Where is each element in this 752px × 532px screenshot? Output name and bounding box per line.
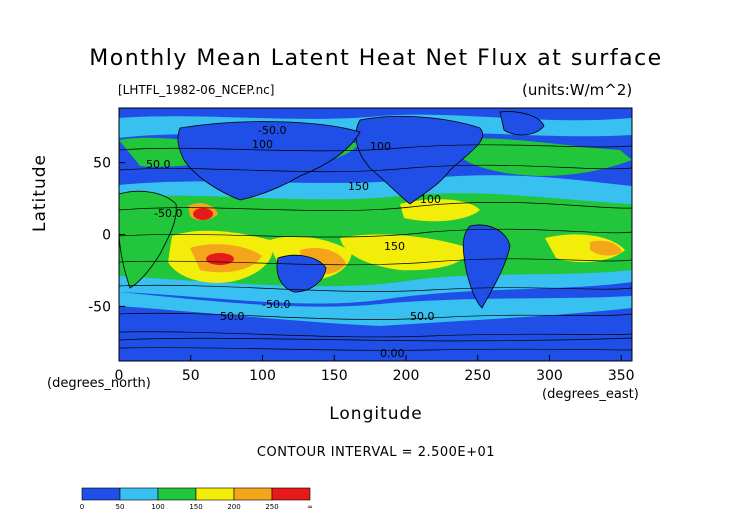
green-region-north-atlantic (450, 138, 632, 176)
contour-label: 100 (370, 140, 391, 153)
contour-label: 100 (420, 193, 441, 206)
red-spot-indian-ocean (206, 253, 234, 265)
contour-label: -50.0 (262, 298, 290, 311)
plot-area: -50.010050.0-50.0150100100150-50.00.0050… (119, 108, 632, 361)
contour-label: 100 (252, 138, 273, 151)
colorbar-tick-label: 50 (116, 503, 125, 511)
x-tick-label: 300 (536, 368, 563, 384)
x-axis-unit: (degrees_east) (542, 387, 639, 402)
contour-label: 150 (348, 180, 369, 193)
contour-label: 50.0 (146, 158, 171, 171)
y-tick-label: 50 (93, 156, 111, 172)
colorbar-tick-label: 250 (265, 503, 278, 511)
contour-label: -50.0 (258, 124, 286, 137)
y-axis-ticks: 50 0 -50 (88, 156, 125, 315)
contour-interval-label: CONTOUR INTERVAL = 2.500E+01 (256, 445, 496, 460)
contour-label: 50.0 (220, 310, 245, 323)
colorbar: 0 50 100 150 200 250 ∞ (80, 487, 313, 511)
units-label: (units:W/m^2) (522, 81, 633, 99)
x-axis-label: Longitude (329, 404, 423, 424)
contour-label: 150 (384, 240, 405, 253)
colorbar-tick-label: ∞ (307, 503, 313, 511)
land-greenland (499, 111, 545, 136)
colorbar-tick-label: 0 (80, 503, 84, 511)
chart-subtitle: [LHTFL_1982-06_NCEP.nc] (118, 83, 275, 97)
y-tick-label: -50 (88, 299, 111, 315)
colorbar-segment (119, 487, 159, 501)
orange-region-atlantic (590, 240, 622, 256)
y-axis-unit: (degrees_north) (47, 376, 151, 391)
colorbar-tick-label: 150 (189, 503, 202, 511)
contour-labels: -50.010050.0-50.0150100100150-50.00.0050… (146, 124, 441, 360)
x-tick-label: 50 (182, 368, 200, 384)
colorbar-segment (195, 487, 235, 501)
colorbar-segment (271, 487, 311, 501)
x-tick-label: 0 (115, 368, 124, 384)
contour-label: 0.00 (380, 347, 405, 360)
contour-label: 50.0 (410, 310, 435, 323)
land-antarctica (119, 337, 632, 361)
x-tick-label: 350 (608, 368, 635, 384)
land-north-america (355, 115, 483, 205)
yellow-region-north-pacific-sub (400, 199, 480, 222)
land-eurasia (177, 121, 361, 201)
contour-lines (119, 144, 632, 351)
land-south-america (462, 224, 511, 309)
x-tick-label: 200 (393, 368, 420, 384)
colorbar-segment (157, 487, 197, 501)
colorbar-tick-label: 200 (227, 503, 240, 511)
x-tick-label: 100 (249, 368, 276, 384)
x-axis-ticks: 0 50 100 150 200 250 300 350 (115, 355, 635, 384)
colorbar-segment (81, 487, 121, 501)
x-tick-label: 250 (464, 368, 491, 384)
y-tick-label: 0 (102, 228, 111, 244)
chart-title: Monthly Mean Latent Heat Net Flux at sur… (89, 46, 663, 71)
colorbar-tick-label: 100 (151, 503, 164, 511)
cyan-band-south (119, 292, 632, 326)
colorbar-segment (233, 487, 273, 501)
x-tick-label: 150 (321, 368, 348, 384)
red-spot-arabian-sea (193, 208, 213, 220)
contour-label: -50.0 (154, 207, 182, 220)
land-africa (119, 190, 177, 289)
